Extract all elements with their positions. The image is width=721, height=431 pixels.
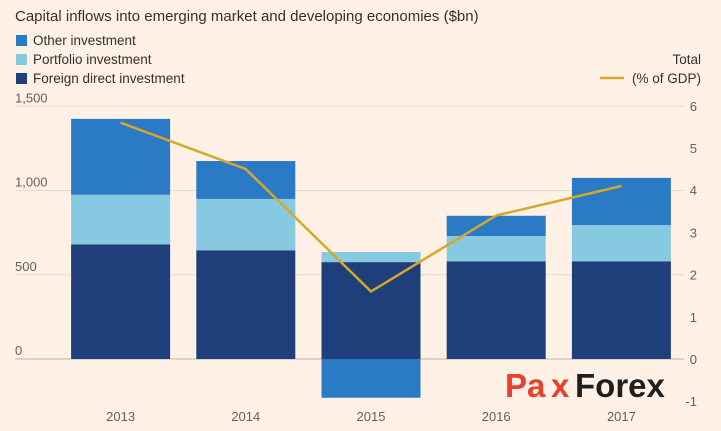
y-right-tick-label-2: 4 <box>690 183 697 198</box>
y-left-tick-label-3: 0 <box>15 343 22 358</box>
bar-other-investment-2017 <box>571 177 671 226</box>
y-left-tick-label-1: 1,000 <box>15 175 48 190</box>
y-right-tick-label-6: 0 <box>690 352 697 367</box>
y-right-tick-label-1: 5 <box>690 141 697 156</box>
bars <box>71 118 671 398</box>
bar-other-investment-2015 <box>321 359 421 398</box>
bar-other-investment-2014 <box>196 161 296 199</box>
bar-portfolio-investment-2013 <box>71 194 171 245</box>
x-tick-label-3: 2016 <box>482 409 511 424</box>
y-right-tick-label-7: -1 <box>685 394 697 409</box>
legend-label-0: Other investment <box>33 33 136 48</box>
line-legend-label-total: Total <box>672 52 701 67</box>
bar-other-investment-2013 <box>71 118 171 195</box>
bar-foreign-direct-investment-2017 <box>571 261 671 359</box>
y-right-tick-label-0: 6 <box>690 99 697 114</box>
bar-other-investment-2016 <box>446 215 546 236</box>
watermark-text-forex: Forex <box>575 367 666 404</box>
legend-label-1: Portfolio investment <box>33 52 152 67</box>
legend-label-2: Foreign direct investment <box>33 71 185 86</box>
watermark-logo: Pa x Forex <box>505 367 666 404</box>
bar-portfolio-investment-2015 <box>321 252 421 263</box>
watermark-text-pa: Pa <box>505 367 546 404</box>
chart-title: Capital inflows into emerging market and… <box>15 8 479 25</box>
bar-foreign-direct-investment-2013 <box>71 244 171 359</box>
legend-swatch-1 <box>16 54 27 65</box>
watermark-text-x: x <box>551 367 570 404</box>
y-left-tick-label-0: 1,500 <box>15 90 48 105</box>
legend-swatch-0 <box>16 35 27 46</box>
line-legend-label: (% of GDP) <box>632 71 701 86</box>
x-tick-label-1: 2014 <box>231 409 260 424</box>
line-series <box>120 121 622 293</box>
bar-foreign-direct-investment-2014 <box>196 250 296 359</box>
x-tick-label-4: 2017 <box>607 409 636 424</box>
bar-foreign-direct-investment-2016 <box>446 261 546 359</box>
y-right-tick-label-4: 2 <box>690 268 697 283</box>
x-tick-label-0: 2013 <box>106 409 135 424</box>
bar-portfolio-investment-2014 <box>196 198 296 251</box>
y-left-tick-label-2: 500 <box>15 259 37 274</box>
bar-portfolio-investment-2017 <box>571 225 671 262</box>
legend-swatch-2 <box>16 73 27 84</box>
axes: 1,500 1,000 500 0 6 5 4 3 2 1 0 -1 2013 2014 2015 2016 2… <box>15 90 697 424</box>
x-tick-label-2: 2015 <box>357 409 386 424</box>
bar-foreign-direct-investment-2015 <box>321 262 421 359</box>
y-right-tick-label-3: 3 <box>690 225 697 240</box>
legend: Other investment Portfolio investment Fore… <box>16 33 701 86</box>
y-right-tick-label-5: 1 <box>690 310 697 325</box>
bar-portfolio-investment-2016 <box>446 235 546 262</box>
